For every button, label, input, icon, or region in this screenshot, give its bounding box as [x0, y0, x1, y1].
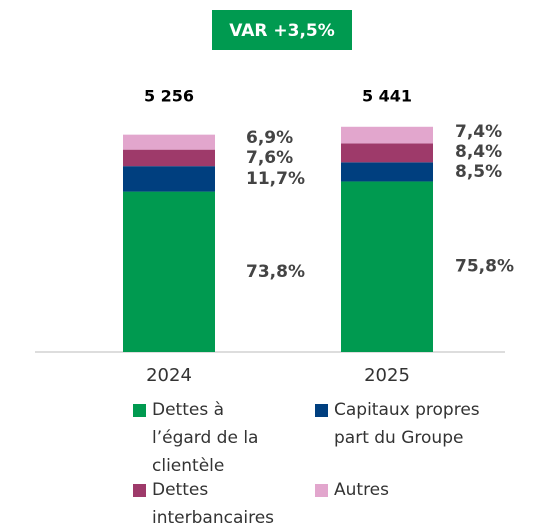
legend-label: Capitaux propres part du Groupe	[334, 400, 480, 448]
value-label: 7,6%	[246, 148, 293, 168]
x-tick-label: 2024	[146, 365, 192, 386]
total-label: 5 256	[144, 87, 194, 106]
x-tick-label: 2025	[364, 365, 410, 386]
value-label: 8,4%	[455, 142, 502, 162]
value-label: 11,7%	[246, 169, 305, 189]
legend-swatch	[315, 404, 328, 417]
bar-segment	[123, 166, 215, 192]
bar-segment	[123, 149, 215, 167]
legend-item: Dettes interbancaires	[133, 476, 274, 532]
page: {"chart_data": {"type": "stacked_bar", "…	[35, 10, 514, 528]
legend-label: Dettes à l’égard de la clientèle	[152, 400, 259, 476]
value-label: 8,5%	[455, 162, 502, 182]
value-label: 75,8%	[455, 257, 514, 277]
legend-label: Dettes interbancaires	[152, 480, 275, 528]
bar-segment	[341, 162, 433, 182]
value-label: 73,8%	[246, 262, 305, 282]
bar-segment	[341, 143, 433, 163]
legend-item: Capitaux propres part du Groupe	[315, 396, 480, 452]
legend-item: Dettes à l’égard de la clientèle	[133, 396, 283, 480]
chart: VAR +3,5% 73,8% 11,7%7,6%6,9% 5 256 2024 75,…	[35, 10, 514, 386]
bar-segment	[123, 134, 215, 150]
legend-swatch	[133, 484, 146, 497]
legend-item: Autres	[315, 476, 475, 504]
annotation-box	[212, 10, 352, 50]
bar-segment	[341, 181, 433, 352]
legend-swatch	[315, 484, 328, 497]
annotation: VAR +3,5%	[229, 21, 335, 41]
bar-segment	[123, 191, 215, 352]
legend-label: Autres	[334, 480, 390, 500]
legend-swatch	[133, 404, 146, 417]
total-label: 5 441	[362, 87, 412, 106]
bar-segment	[341, 126, 433, 144]
value-label: 6,9%	[246, 128, 293, 148]
value-label: 7,4%	[455, 122, 502, 142]
